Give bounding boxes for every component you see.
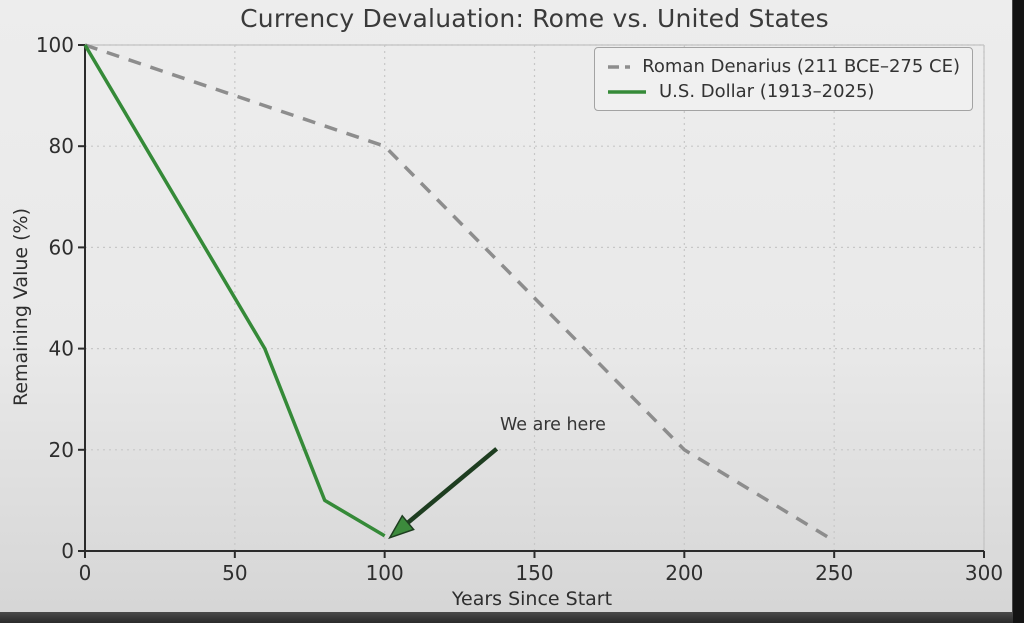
right-letterbox-bar — [1012, 0, 1024, 623]
y-tick-label-60: 60 — [49, 235, 74, 259]
x-tick-label-200: 200 — [665, 561, 703, 585]
legend-entry-dollar: U.S. Dollar (1913–2025) — [607, 81, 960, 102]
legend-label-denarius: Roman Denarius (211 BCE–275 CE) — [642, 56, 960, 77]
x-tick-label-50: 50 — [222, 561, 247, 585]
x-tick-label-250: 250 — [815, 561, 853, 585]
x-tick-label-100: 100 — [366, 561, 404, 585]
y-tick-label-20: 20 — [49, 438, 74, 462]
legend-entry-denarius: Roman Denarius (211 BCE–275 CE) — [607, 56, 960, 77]
x-tick-label-0: 0 — [79, 561, 92, 585]
series-line-1 — [83, 44, 386, 538]
series-line-0 — [84, 43, 836, 543]
annotation-arrow-head — [388, 514, 415, 540]
legend: Roman Denarius (211 BCE–275 CE) U.S. Dol… — [594, 47, 973, 111]
y-tick-label-100: 100 — [36, 33, 74, 57]
legend-line-solid-icon — [608, 89, 646, 94]
x-tick-label-150: 150 — [515, 561, 553, 585]
y-axis-label: Remaining Value (%) — [10, 207, 32, 407]
chart-title: Currency Devaluation: Rome vs. United St… — [240, 4, 829, 33]
x-axis-label: Years Since Start — [451, 588, 613, 610]
bottom-letterbox-bar — [0, 612, 1013, 623]
y-tick-label-0: 0 — [61, 539, 74, 563]
y-tick-label-40: 40 — [49, 337, 74, 361]
legend-label-dollar: U.S. Dollar (1913–2025) — [659, 81, 875, 102]
y-tick-label-80: 80 — [49, 134, 74, 158]
annotation-arrow-shaft — [406, 447, 499, 525]
legend-line-dashed-icon — [608, 64, 631, 69]
annotation-we-are-here: We are here — [500, 415, 606, 435]
x-tick-label-300: 300 — [965, 561, 1003, 585]
